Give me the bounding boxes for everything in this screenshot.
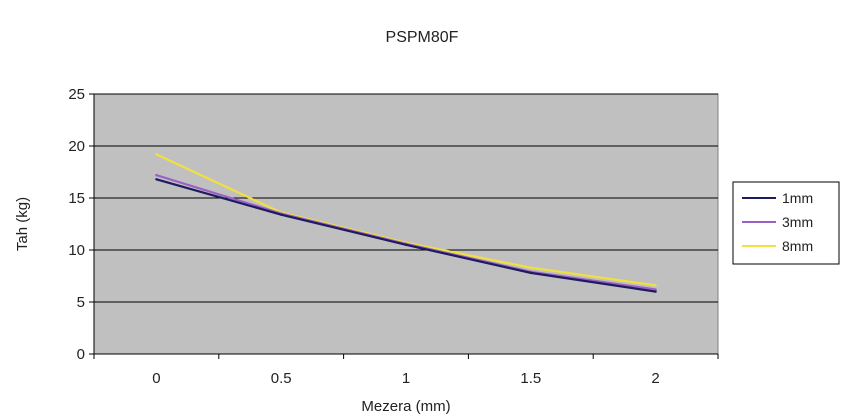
data-point-8mm (654, 284, 657, 287)
x-tick-label: 1 (402, 370, 410, 387)
data-point-1mm (155, 178, 158, 181)
data-point-1mm (280, 213, 283, 216)
y-tick-label: 5 (77, 294, 85, 311)
chart-title: PSPM80F (386, 29, 459, 46)
y-axis-label: Tah (kg) (14, 197, 31, 251)
y-tick-label: 20 (68, 138, 85, 155)
legend-label-8mm: 8mm (782, 238, 813, 254)
data-point-1mm (529, 271, 532, 275)
data-point-8mm (155, 153, 158, 156)
x-tick-label: 0.5 (271, 370, 292, 387)
data-point-1mm (404, 243, 408, 246)
x-tick-label: 0 (152, 370, 160, 387)
y-tick-label: 10 (68, 242, 85, 259)
plot-area (93, 93, 719, 355)
legend: 1mm 3mm 8mm (732, 181, 840, 265)
y-tick-label: 15 (68, 190, 85, 207)
data-point-3mm (155, 173, 158, 177)
x-tick-label: 1.5 (520, 370, 541, 387)
legend-label-1mm: 1mm (782, 190, 813, 206)
series-layer (155, 153, 657, 293)
y-tick-label: 25 (68, 86, 85, 103)
legend-label-3mm: 3mm (782, 214, 813, 230)
x-axis-label: Mezera (mm) (361, 398, 450, 415)
data-point-1mm (654, 290, 657, 293)
axes: 0 5 10 15 20 25 0 0.5 1 1.5 2 (68, 86, 719, 387)
x-tick-label: 2 (651, 370, 659, 387)
data-point-3mm (654, 288, 657, 291)
y-tick-label: 0 (77, 346, 85, 363)
data-point-8mm (529, 266, 532, 269)
gridlines (94, 93, 718, 303)
